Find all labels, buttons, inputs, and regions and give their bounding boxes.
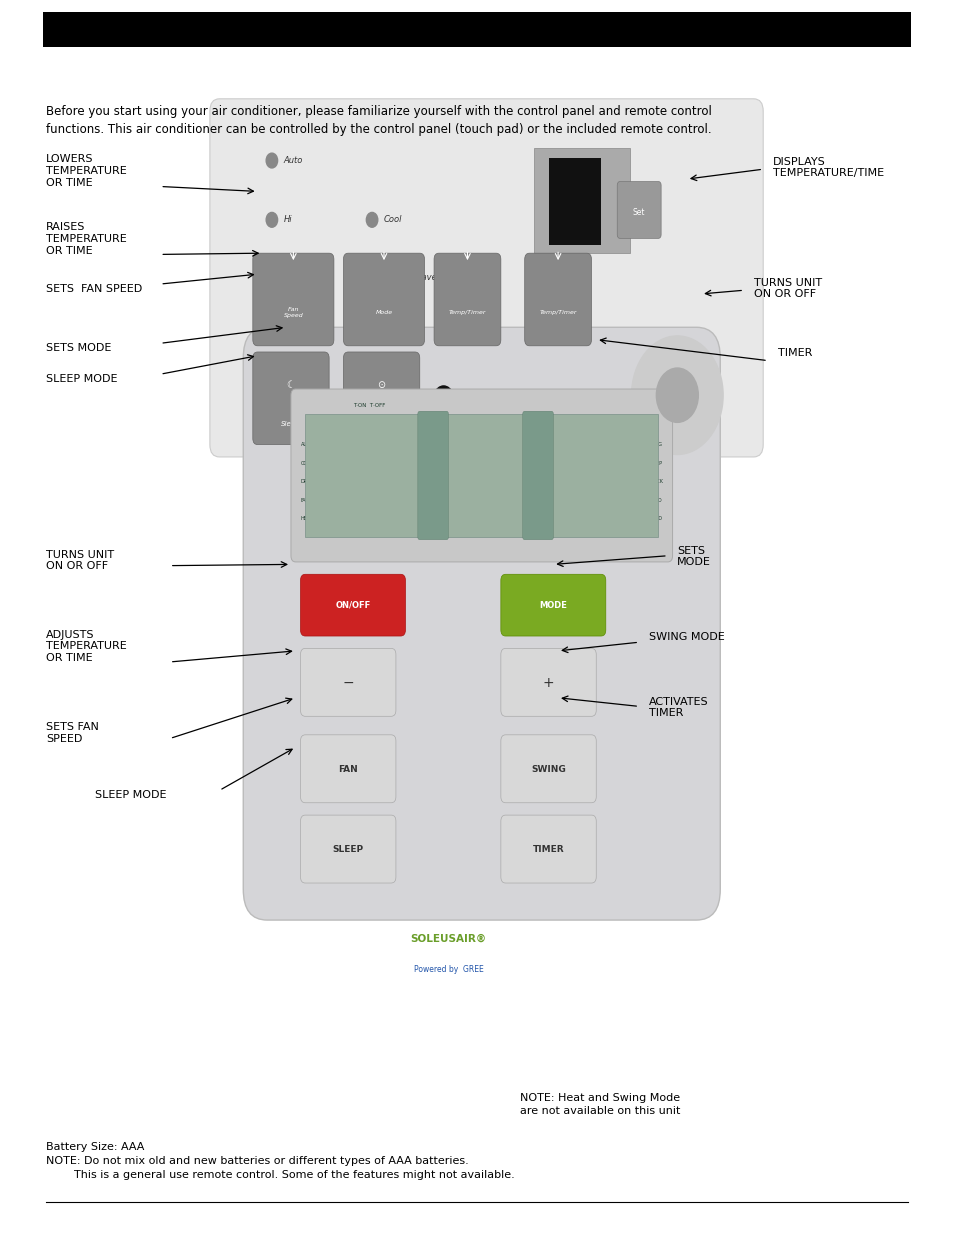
Text: FAN: FAN xyxy=(300,498,310,503)
Text: Energy Saver: Energy Saver xyxy=(383,273,439,283)
Text: ▲: ▲ xyxy=(535,461,540,466)
Text: ▲: ▲ xyxy=(430,461,436,466)
Text: ACTIVATES
TIMER: ACTIVATES TIMER xyxy=(648,697,707,718)
FancyBboxPatch shape xyxy=(500,815,596,883)
Text: NOTE: Heat and Swing Mode
are not available on this unit: NOTE: Heat and Swing Mode are not availa… xyxy=(519,1093,679,1116)
FancyBboxPatch shape xyxy=(417,411,448,540)
FancyBboxPatch shape xyxy=(522,411,553,540)
Text: AUTO: AUTO xyxy=(649,498,662,503)
Circle shape xyxy=(366,329,377,343)
FancyBboxPatch shape xyxy=(343,352,419,445)
FancyBboxPatch shape xyxy=(500,574,605,636)
Text: TURNS UNIT
ON OR OFF: TURNS UNIT ON OR OFF xyxy=(46,550,113,571)
Text: On/
/Off: On/ /Off xyxy=(671,390,682,400)
FancyBboxPatch shape xyxy=(500,735,596,803)
Text: ⊙: ⊙ xyxy=(377,380,385,390)
FancyBboxPatch shape xyxy=(300,735,395,803)
FancyBboxPatch shape xyxy=(434,253,500,346)
Text: ▼: ▼ xyxy=(430,492,436,496)
Text: TIMER: TIMER xyxy=(532,845,564,855)
Text: SLEEP: SLEEP xyxy=(647,461,662,466)
FancyBboxPatch shape xyxy=(524,253,591,346)
Circle shape xyxy=(376,368,390,385)
Text: Lo: Lo xyxy=(283,331,293,341)
Text: Temp/Timer: Temp/Timer xyxy=(448,310,486,315)
Text: Cool: Cool xyxy=(383,215,401,225)
Text: SWING: SWING xyxy=(645,442,662,447)
Circle shape xyxy=(286,368,299,385)
Text: SETS  FAN SPEED: SETS FAN SPEED xyxy=(46,284,142,294)
Text: Set: Set xyxy=(632,207,645,217)
Text: Powered by  GREE: Powered by GREE xyxy=(413,965,483,974)
FancyBboxPatch shape xyxy=(210,99,762,457)
FancyBboxPatch shape xyxy=(300,648,395,716)
Text: MODE: MODE xyxy=(538,600,567,610)
Text: 88.: 88. xyxy=(426,459,460,479)
Text: Hi: Hi xyxy=(283,215,292,225)
Text: Mode: Mode xyxy=(375,310,392,315)
FancyBboxPatch shape xyxy=(253,253,334,346)
FancyBboxPatch shape xyxy=(243,327,720,920)
Text: SETS
MODE: SETS MODE xyxy=(677,546,711,567)
Text: TURNS UNIT
ON OR OFF: TURNS UNIT ON OR OFF xyxy=(753,278,821,299)
FancyBboxPatch shape xyxy=(500,648,596,716)
Circle shape xyxy=(266,212,277,227)
Text: Med: Med xyxy=(283,273,301,283)
Text: SWING MODE: SWING MODE xyxy=(648,632,723,642)
FancyBboxPatch shape xyxy=(291,389,672,562)
FancyBboxPatch shape xyxy=(548,158,600,245)
FancyBboxPatch shape xyxy=(300,815,395,883)
Text: DISPLAYS
TEMPERATURE/TIME: DISPLAYS TEMPERATURE/TIME xyxy=(772,157,882,178)
Text: ADJUSTS
TEMPERATURE
OR TIME: ADJUSTS TEMPERATURE OR TIME xyxy=(46,630,127,663)
Circle shape xyxy=(266,270,277,285)
Text: LOWERS
TEMPERATURE
OR TIME: LOWERS TEMPERATURE OR TIME xyxy=(46,154,127,188)
Text: SWING: SWING xyxy=(531,764,565,774)
FancyBboxPatch shape xyxy=(534,148,629,253)
FancyBboxPatch shape xyxy=(253,352,329,445)
Text: SLEEP MODE: SLEEP MODE xyxy=(46,374,117,384)
FancyBboxPatch shape xyxy=(305,414,658,537)
Text: Powered by  GREE: Powered by GREE xyxy=(502,420,565,425)
Text: DRY: DRY xyxy=(300,479,310,484)
Text: OPER: OPER xyxy=(531,492,544,496)
Circle shape xyxy=(631,336,722,454)
Text: LOCK: LOCK xyxy=(649,479,662,484)
Text: SOLEUSAIR: SOLEUSAIR xyxy=(505,390,562,400)
Text: T·ON  T·OFF: T·ON T·OFF xyxy=(353,403,385,408)
Text: SOLEUSAIR®: SOLEUSAIR® xyxy=(410,934,486,944)
Text: Battery Size: AAA
NOTE: Do not mix old and new batteries or different types of A: Battery Size: AAA NOTE: Do not mix old a… xyxy=(46,1142,514,1181)
Text: TIMER: TIMER xyxy=(777,348,811,358)
Circle shape xyxy=(266,153,277,168)
Text: ON/OFF: ON/OFF xyxy=(335,600,370,610)
Text: Temp/Timer: Temp/Timer xyxy=(538,310,577,315)
Text: FAN: FAN xyxy=(338,764,357,774)
FancyBboxPatch shape xyxy=(617,182,660,238)
Text: ☾: ☾ xyxy=(286,380,295,390)
Text: Before you start using your air conditioner, please familiarize yourself with th: Before you start using your air conditio… xyxy=(46,105,711,136)
Text: AUTO: AUTO xyxy=(300,442,314,447)
Text: Fan Only: Fan Only xyxy=(383,331,420,341)
Circle shape xyxy=(366,270,377,285)
Text: +: + xyxy=(542,676,554,690)
Text: SLEEP: SLEEP xyxy=(333,845,363,855)
FancyBboxPatch shape xyxy=(343,253,424,346)
Text: RAISES
TEMPERATURE
OR TIME: RAISES TEMPERATURE OR TIME xyxy=(46,222,127,256)
Text: SLEEP MODE: SLEEP MODE xyxy=(95,790,167,800)
FancyBboxPatch shape xyxy=(43,12,910,47)
Text: Auto: Auto xyxy=(283,156,302,165)
Text: Fan
Speed: Fan Speed xyxy=(283,308,303,317)
Text: SPEED: SPEED xyxy=(646,516,662,521)
Text: −: − xyxy=(342,676,354,690)
FancyBboxPatch shape xyxy=(300,574,405,636)
Text: HEAT: HEAT xyxy=(300,516,313,521)
Text: Sleep: Sleep xyxy=(281,421,300,426)
Circle shape xyxy=(266,329,277,343)
Text: SETS FAN
SPEED: SETS FAN SPEED xyxy=(46,722,98,743)
Circle shape xyxy=(656,368,698,422)
Text: SETS MODE: SETS MODE xyxy=(46,343,112,353)
Ellipse shape xyxy=(429,385,457,441)
Text: Timer: Timer xyxy=(371,421,392,426)
Circle shape xyxy=(366,212,377,227)
Text: COOL: COOL xyxy=(300,461,314,466)
